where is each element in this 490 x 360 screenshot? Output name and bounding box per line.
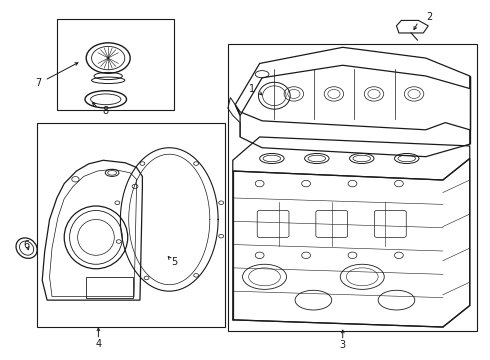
Text: 8: 8 — [103, 106, 109, 116]
Text: 6: 6 — [23, 239, 29, 249]
Text: 4: 4 — [96, 339, 101, 349]
Text: 5: 5 — [171, 257, 177, 267]
Bar — [37, 123, 225, 327]
Text: 7: 7 — [36, 78, 42, 88]
Bar — [228, 44, 477, 330]
Bar — [57, 19, 174, 110]
Text: 2: 2 — [427, 12, 433, 22]
Text: 3: 3 — [340, 340, 346, 350]
Text: 1: 1 — [249, 84, 255, 94]
